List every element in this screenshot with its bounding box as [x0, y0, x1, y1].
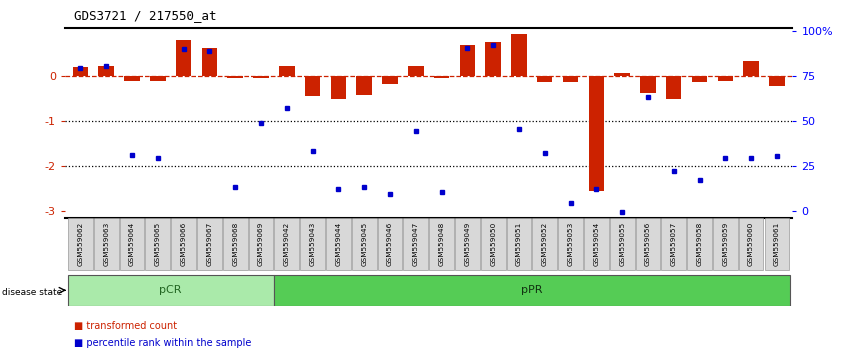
Text: pCR: pCR [159, 285, 182, 295]
FancyBboxPatch shape [559, 218, 583, 270]
Bar [357, 76, 372, 95]
Text: GSM559045: GSM559045 [361, 222, 367, 266]
FancyBboxPatch shape [455, 218, 480, 270]
Text: GSM559060: GSM559060 [748, 222, 754, 266]
Text: disease state: disease state [2, 287, 62, 297]
Bar [640, 76, 656, 93]
FancyBboxPatch shape [326, 218, 351, 270]
FancyBboxPatch shape [68, 218, 93, 270]
Text: GSM559057: GSM559057 [671, 222, 676, 266]
FancyBboxPatch shape [275, 218, 299, 270]
FancyBboxPatch shape [378, 218, 403, 270]
FancyBboxPatch shape [249, 218, 274, 270]
Bar [305, 76, 320, 96]
Bar [486, 42, 501, 76]
Bar [176, 40, 191, 76]
FancyBboxPatch shape [197, 218, 222, 270]
Text: GSM559056: GSM559056 [645, 222, 651, 266]
FancyBboxPatch shape [739, 218, 764, 270]
Text: GSM559063: GSM559063 [103, 222, 109, 266]
Text: GSM559061: GSM559061 [774, 222, 780, 266]
Text: GSM559043: GSM559043 [309, 222, 315, 266]
FancyBboxPatch shape [94, 218, 119, 270]
FancyBboxPatch shape [430, 218, 454, 270]
Bar [537, 76, 553, 82]
Text: GSM559047: GSM559047 [413, 222, 419, 266]
Bar [73, 67, 88, 76]
FancyBboxPatch shape [352, 218, 377, 270]
Bar [718, 76, 733, 81]
FancyBboxPatch shape [765, 218, 789, 270]
Text: GSM559066: GSM559066 [181, 222, 186, 266]
FancyBboxPatch shape [274, 275, 790, 306]
FancyBboxPatch shape [223, 218, 248, 270]
Bar [331, 76, 346, 99]
Bar [202, 48, 217, 76]
FancyBboxPatch shape [713, 218, 738, 270]
FancyBboxPatch shape [481, 218, 506, 270]
Bar [408, 66, 423, 76]
Bar [228, 76, 243, 78]
Bar [125, 76, 139, 81]
Text: pPR: pPR [521, 285, 543, 295]
Bar [692, 76, 708, 82]
FancyBboxPatch shape [636, 218, 660, 270]
FancyBboxPatch shape [301, 218, 325, 270]
Text: GSM559044: GSM559044 [335, 222, 341, 266]
Text: GSM559069: GSM559069 [258, 222, 264, 266]
Bar [563, 76, 578, 82]
Bar [99, 66, 114, 76]
Bar [769, 76, 785, 86]
Bar [460, 45, 475, 76]
FancyBboxPatch shape [120, 218, 145, 270]
Bar [434, 76, 449, 78]
Bar [589, 76, 604, 191]
FancyBboxPatch shape [507, 218, 532, 270]
Text: GSM559062: GSM559062 [77, 222, 83, 266]
FancyBboxPatch shape [171, 218, 196, 270]
Bar [666, 76, 682, 99]
Text: GSM559042: GSM559042 [284, 222, 290, 266]
FancyBboxPatch shape [584, 218, 609, 270]
Text: GSM559052: GSM559052 [542, 222, 548, 266]
Text: GSM559055: GSM559055 [619, 222, 625, 266]
FancyBboxPatch shape [404, 218, 428, 270]
Bar [279, 66, 294, 76]
FancyBboxPatch shape [68, 275, 274, 306]
Text: GSM559058: GSM559058 [696, 222, 702, 266]
Text: GSM559067: GSM559067 [206, 222, 212, 266]
FancyBboxPatch shape [145, 218, 171, 270]
FancyBboxPatch shape [610, 218, 635, 270]
Text: ■ percentile rank within the sample: ■ percentile rank within the sample [74, 338, 251, 348]
Text: GSM559051: GSM559051 [516, 222, 522, 266]
Text: GDS3721 / 217550_at: GDS3721 / 217550_at [74, 9, 216, 22]
Text: GSM559050: GSM559050 [490, 222, 496, 266]
Text: ■ transformed count: ■ transformed count [74, 321, 177, 331]
Bar [382, 76, 397, 84]
Bar [253, 76, 268, 78]
Text: GSM559059: GSM559059 [722, 222, 728, 266]
Bar [743, 61, 759, 76]
Text: GSM559048: GSM559048 [438, 222, 444, 266]
Text: GSM559064: GSM559064 [129, 222, 135, 266]
Text: GSM559068: GSM559068 [232, 222, 238, 266]
Text: GSM559065: GSM559065 [155, 222, 161, 266]
Text: GSM559054: GSM559054 [593, 222, 599, 266]
FancyBboxPatch shape [533, 218, 557, 270]
Text: GSM559049: GSM559049 [464, 222, 470, 266]
Text: GSM559053: GSM559053 [567, 222, 573, 266]
Bar [511, 34, 527, 76]
FancyBboxPatch shape [687, 218, 712, 270]
FancyBboxPatch shape [662, 218, 686, 270]
Bar [614, 73, 630, 76]
Bar [150, 76, 165, 81]
Text: GSM559046: GSM559046 [387, 222, 393, 266]
